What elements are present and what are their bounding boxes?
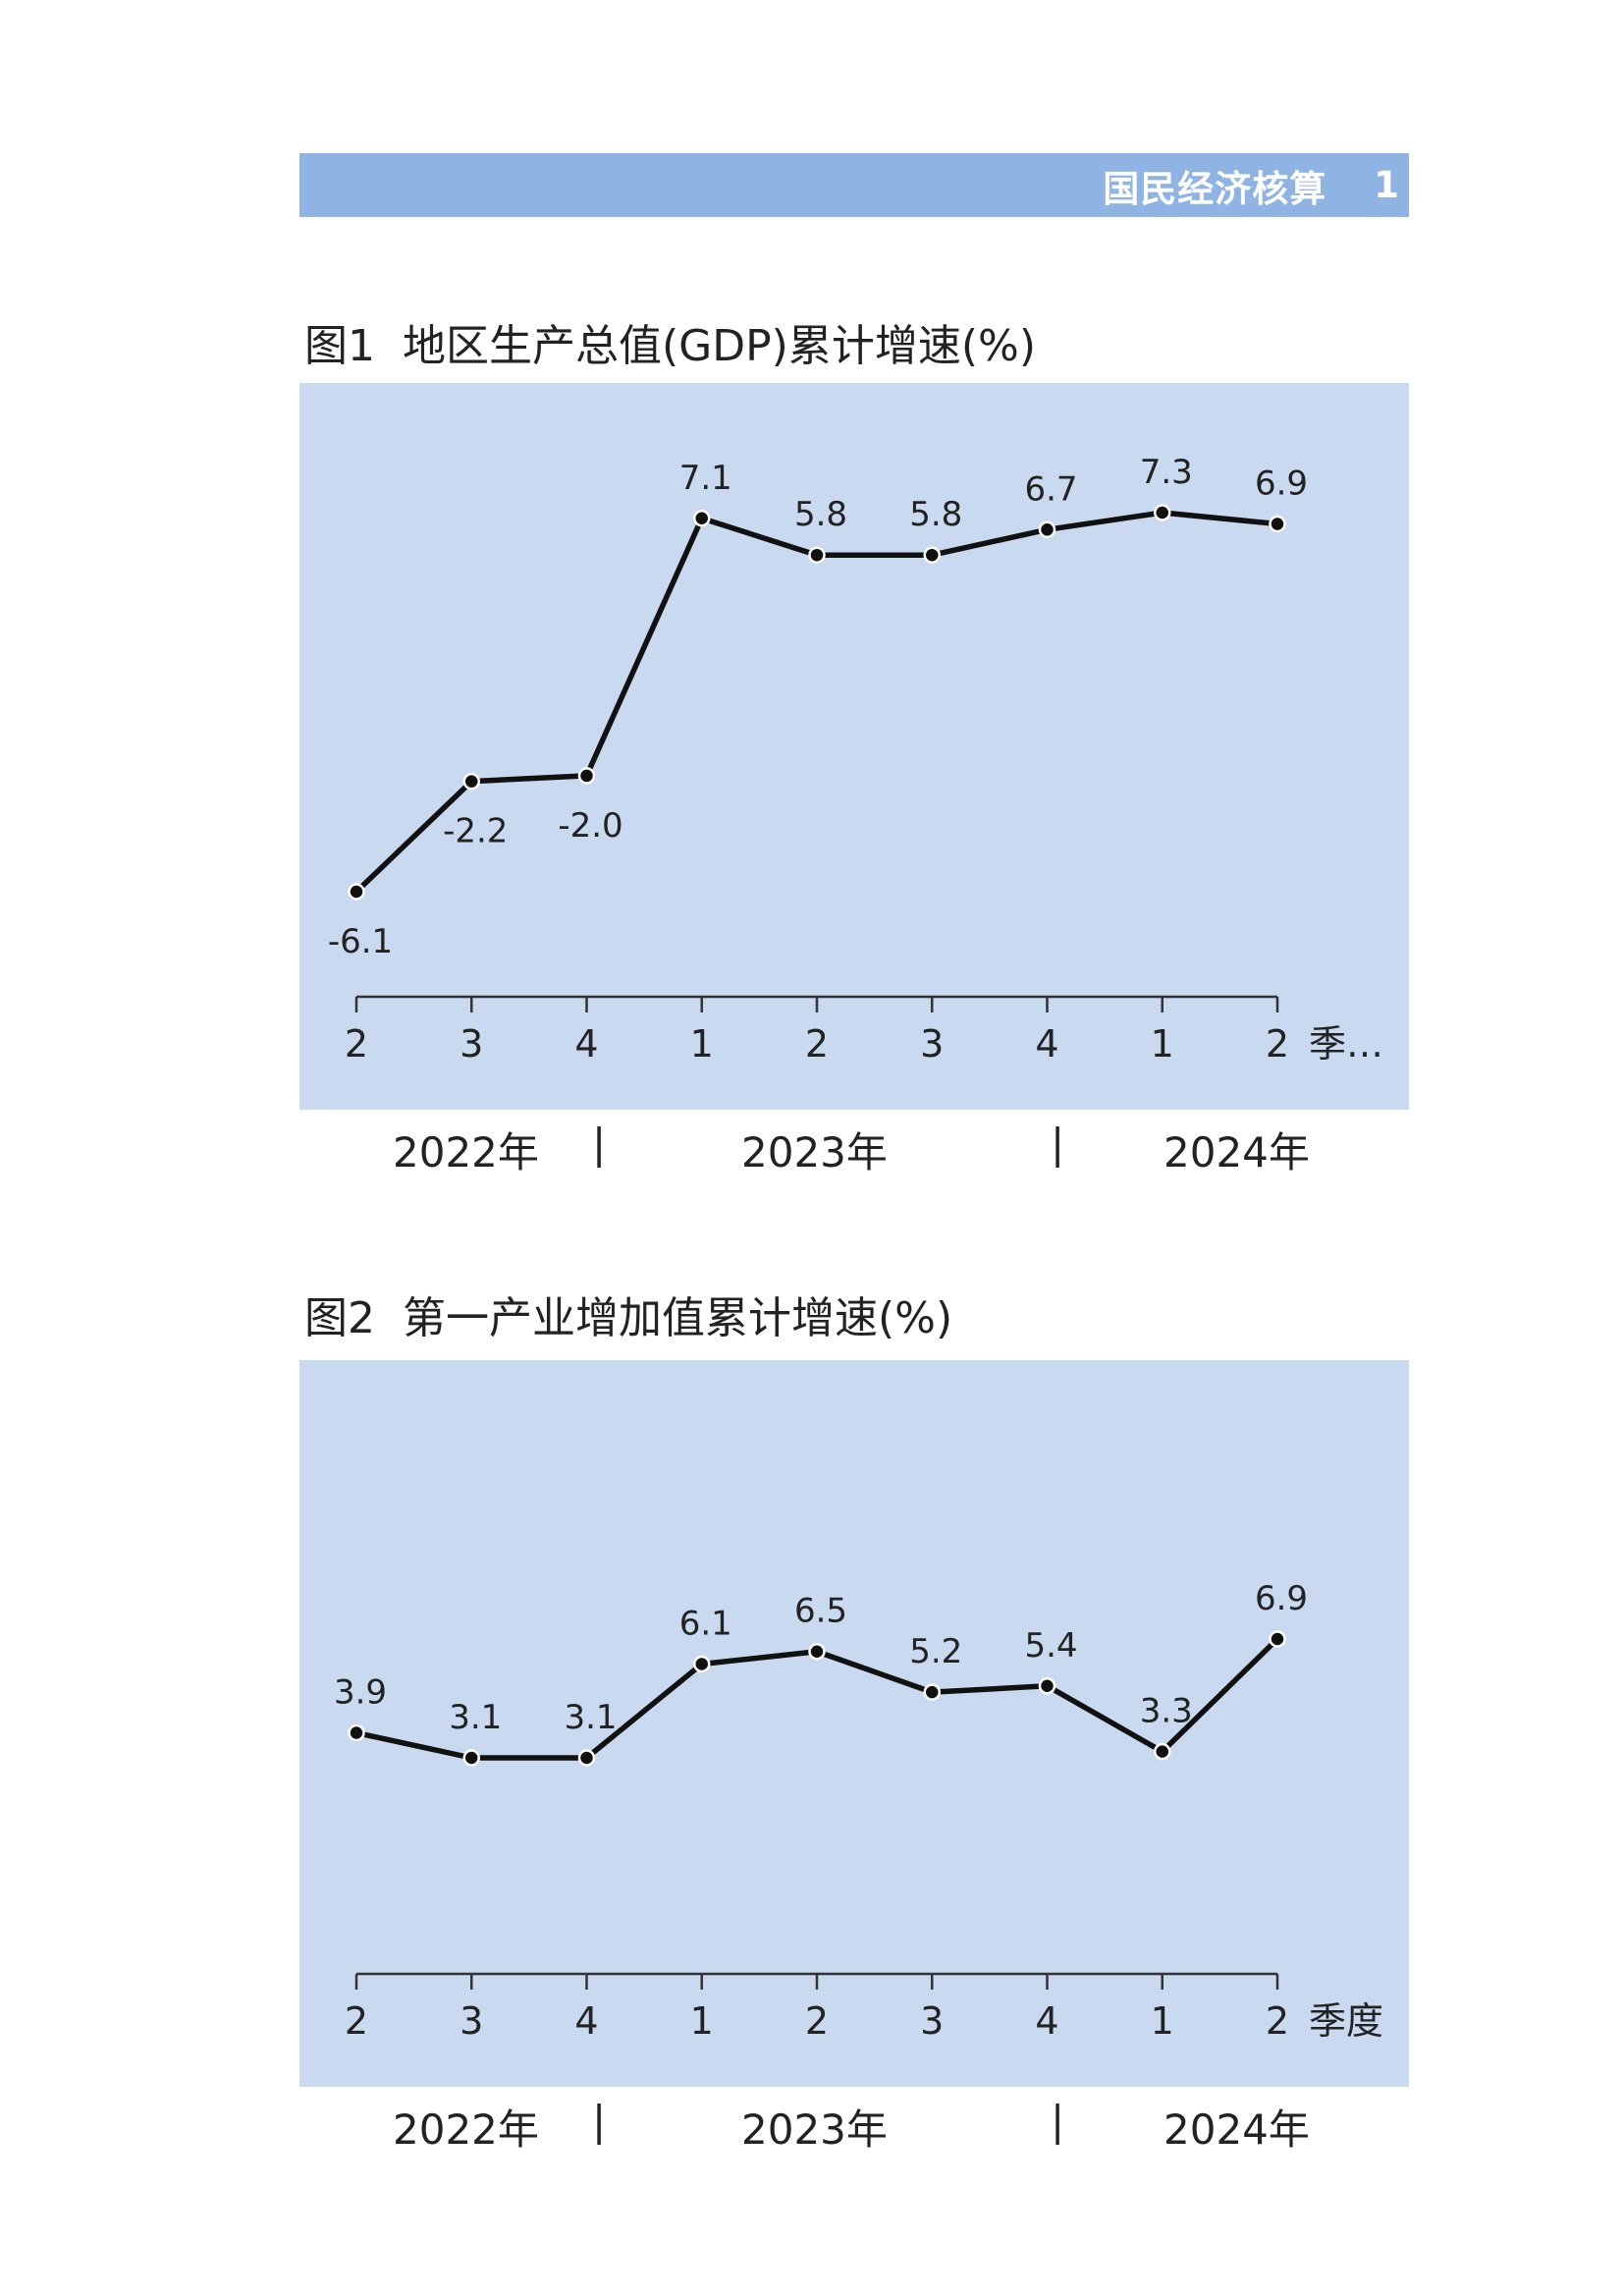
x-tick-label: 3	[460, 1022, 483, 1066]
x-tick-label: 4	[1035, 1022, 1058, 1066]
data-label: 5.8	[794, 495, 847, 534]
data-point	[693, 1655, 711, 1673]
data-point	[348, 1723, 365, 1742]
data-point	[693, 510, 711, 527]
data-point	[462, 772, 480, 791]
x-tick-label: 4	[574, 1022, 598, 1066]
x-tick-label: 2	[1266, 1999, 1289, 2043]
figure-2-chart: 2 3 4 1 2 3 4 1 2 季度 3.9 3.1 3.1 6.1 6.5 5.2 5.4 3.3 6.9	[299, 1360, 1409, 2087]
data-point	[462, 1749, 480, 1767]
figure-1-title-block: 图1 地区生产总值(GDP)累计增速(%)	[304, 310, 1036, 373]
page-number: 1	[1374, 164, 1399, 206]
data-label: 3.1	[564, 1698, 617, 1737]
x-tick-label: 2	[345, 1999, 368, 2043]
x-tick-label: 3	[920, 1022, 944, 1066]
figure-2-title: 第一产业增加值累计增速(%)	[403, 1293, 953, 1343]
year-label-2022: 2022年	[393, 2105, 539, 2154]
x-tick-label: 4	[1035, 1999, 1058, 2043]
section-title: 国民经济核算	[1103, 167, 1327, 210]
figure-1-year-row: 2022年 | 2023年 | 2024年	[299, 1120, 1409, 1178]
data-point	[808, 1642, 826, 1661]
year-separator: |	[592, 2097, 607, 2145]
figure-2-title-block: 图2 第一产业增加值累计增速(%)	[304, 1283, 952, 1345]
data-label: 3.3	[1140, 1692, 1193, 1731]
figure-1-number: 图1	[304, 321, 375, 371]
year-label-2023: 2023年	[741, 1128, 888, 1176]
plot-background	[299, 383, 1409, 1110]
x-axis-unit-label: 季度	[1309, 1999, 1383, 2043]
x-tick-label: 2	[1266, 1022, 1289, 1066]
data-point	[1038, 520, 1056, 539]
year-label-2024: 2024年	[1163, 2105, 1310, 2154]
data-label: 5.8	[909, 495, 962, 534]
data-label: 6.1	[679, 1604, 732, 1643]
x-tick-label: 2	[345, 1022, 368, 1066]
x-tick-label: 3	[460, 1999, 483, 2043]
data-label: 3.1	[449, 1698, 502, 1737]
year-separator: |	[1051, 1120, 1065, 1168]
data-point	[577, 1749, 596, 1767]
data-label: 7.1	[679, 459, 732, 498]
data-point	[577, 767, 596, 785]
data-point	[923, 1683, 941, 1701]
data-point	[1269, 515, 1286, 533]
data-label: 7.3	[1140, 453, 1193, 492]
data-label: -2.2	[443, 812, 508, 851]
data-point	[1154, 1742, 1171, 1761]
data-label: 3.9	[334, 1673, 387, 1713]
plot-background	[299, 1360, 1409, 2087]
data-label: 6.9	[1255, 465, 1308, 504]
data-point	[348, 883, 365, 901]
data-label: 6.7	[1024, 469, 1077, 509]
data-label: 6.9	[1255, 1579, 1308, 1618]
year-label-2024: 2024年	[1163, 1128, 1310, 1176]
data-point	[1269, 1630, 1286, 1648]
figure-2-number: 图2	[304, 1293, 375, 1343]
year-label-2023: 2023年	[741, 2105, 888, 2154]
x-tick-label: 3	[920, 1999, 944, 2043]
data-point	[1038, 1677, 1056, 1695]
data-label: -6.1	[328, 922, 393, 961]
year-separator: |	[1051, 2097, 1065, 2145]
x-tick-label: 1	[1151, 1999, 1174, 2043]
data-label: 5.4	[1024, 1626, 1077, 1666]
data-point	[1154, 504, 1171, 521]
x-tick-label: 4	[574, 1999, 598, 2043]
data-label: -2.0	[558, 806, 622, 846]
data-label: 5.2	[909, 1632, 962, 1671]
figure-1-title: 地区生产总值(GDP)累计增速(%)	[403, 321, 1036, 371]
x-tick-label: 1	[1151, 1022, 1174, 1066]
figure-1-chart: 2 3 4 1 2 3 4 1 2 季… -6.1 -2.2 -2.0 7.1 5.8 5.8 6.7 7.3 6.…	[299, 383, 1409, 1110]
x-axis-unit-label: 季…	[1309, 1022, 1383, 1066]
x-tick-label: 2	[805, 1999, 829, 2043]
data-label: 6.5	[794, 1592, 847, 1631]
year-separator: |	[592, 1120, 607, 1168]
figure-2-year-row: 2022年 | 2023年 | 2024年	[299, 2097, 1409, 2156]
x-tick-label: 1	[690, 1022, 714, 1066]
data-point	[923, 546, 941, 564]
data-point	[808, 546, 826, 564]
section-header-bar: 国民经济核算 1	[299, 153, 1409, 217]
year-label-2022: 2022年	[393, 1128, 539, 1176]
x-tick-label: 2	[805, 1022, 829, 1066]
x-tick-label: 1	[690, 1999, 714, 2043]
